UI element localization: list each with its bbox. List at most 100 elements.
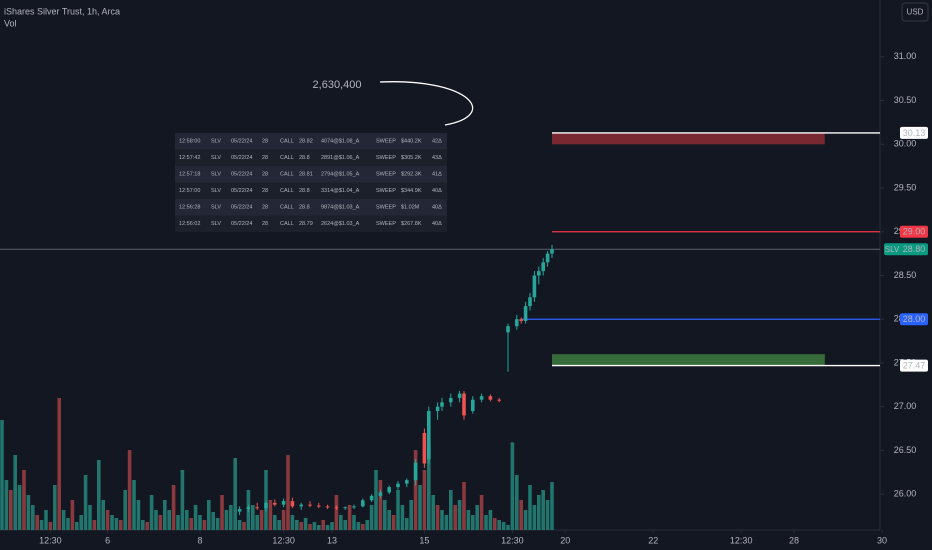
volume-bar (114, 518, 119, 530)
volume-bar (334, 495, 339, 530)
volume-bar (369, 505, 374, 530)
volume-bar (484, 515, 488, 530)
candle-body (519, 319, 523, 321)
table-cell: 40Δ (432, 221, 442, 227)
volume-bar (35, 515, 39, 530)
volume-bar (215, 518, 220, 530)
volume-bar (339, 515, 343, 530)
volume-bar (4, 480, 9, 530)
candle-body (528, 297, 532, 307)
candle-body (369, 495, 374, 501)
volume-bar (440, 510, 444, 530)
x-tick-label: 28 (789, 535, 799, 545)
volume-bar (273, 515, 277, 530)
table-cell: 28 (262, 155, 268, 161)
volume-bar (176, 515, 180, 530)
volume-bar (237, 520, 242, 530)
last-price-tag (884, 243, 928, 256)
candle-body (290, 501, 295, 507)
candle-body (396, 483, 400, 488)
table-cell: 05/22/24 (231, 172, 252, 178)
table-cell: 12:57:18 (179, 172, 200, 178)
candle-body (264, 502, 268, 509)
volume-label: Vol (4, 18, 17, 28)
y-tick-label: 29.50 (894, 182, 917, 192)
volume-bar (66, 518, 70, 530)
table-cell: SWEEP (376, 155, 396, 161)
volume-bar (233, 458, 237, 530)
table-cell: 3314@$1.04_A (321, 188, 360, 194)
table-cell: 05/22/24 (231, 139, 252, 145)
candle-body (334, 507, 339, 509)
volume-bar (321, 520, 325, 530)
table-cell: 05/22/24 (231, 155, 252, 161)
table-cell: $344.9K (401, 188, 422, 194)
table-cell: 28 (262, 172, 268, 178)
table-cell: CALL (280, 188, 294, 194)
x-tick-label: 20 (560, 535, 570, 545)
volume-bar (39, 520, 44, 530)
table-cell: $440.2K (401, 139, 422, 145)
y-tick-label: 27.00 (894, 401, 917, 411)
volume-bar (387, 510, 391, 530)
table-cell: 28.8 (299, 205, 310, 211)
level-label: 28.00 (903, 314, 926, 324)
last-price-label: 28.80 (903, 244, 926, 254)
volume-bar (312, 522, 317, 530)
x-tick-label: 12:30 (272, 535, 295, 545)
candle-body (545, 253, 550, 263)
volume-bar (185, 510, 189, 530)
table-row (175, 215, 447, 232)
volume-bar (352, 515, 356, 530)
candle-body (532, 275, 537, 298)
volume-bar (70, 500, 75, 530)
x-tick-label: 6 (105, 535, 110, 545)
volume-bar (229, 505, 233, 530)
y-tick-label: 30.50 (894, 95, 917, 105)
currency-label[interactable]: USD (907, 8, 924, 17)
candle-body (246, 507, 251, 510)
candle-body (515, 319, 519, 327)
volume-bar (541, 490, 545, 530)
volume-bar (132, 480, 136, 530)
volume-bar (510, 442, 515, 530)
candle-body (506, 326, 510, 333)
currency-button[interactable] (901, 2, 929, 22)
table-cell: 28 (262, 205, 268, 211)
table-cell: 05/22/24 (231, 221, 252, 227)
candle-body (541, 262, 545, 272)
table-cell: SWEEP (376, 172, 396, 178)
level-tag (900, 313, 928, 326)
volume-bar (189, 518, 193, 530)
volume-bar (48, 522, 53, 530)
table-cell: 28 (262, 221, 268, 227)
table-cell: 2624@$1.03_A (321, 221, 360, 227)
volume-bar (75, 522, 79, 530)
candle-body (488, 396, 493, 400)
volume-bar (409, 500, 413, 530)
table-cell: 12:57:00 (179, 188, 200, 194)
table-cell: $267.8K (401, 221, 422, 227)
candle-body (308, 504, 312, 506)
volume-bar (242, 522, 246, 530)
volume-bar (405, 518, 409, 530)
table-cell: 28.79 (299, 221, 313, 227)
candle-body (457, 393, 462, 398)
candle-body (343, 507, 347, 509)
symbol-title: iShares Silver Trust, 1h, Arca (4, 6, 120, 16)
table-cell: 28.82 (299, 139, 313, 145)
table-cell: 05/22/24 (231, 205, 252, 211)
volume-bar (105, 510, 110, 530)
volume-bar (361, 524, 365, 530)
volume-bar (31, 505, 35, 530)
table-cell: CALL (280, 139, 294, 145)
candle-body (387, 487, 391, 493)
volume-bar (317, 525, 321, 530)
table-row (175, 199, 447, 216)
volume-bar (13, 455, 17, 530)
volume-bar (466, 510, 471, 530)
volume-bar (356, 522, 361, 530)
candle-body (255, 507, 259, 509)
volume-bar (92, 520, 97, 530)
